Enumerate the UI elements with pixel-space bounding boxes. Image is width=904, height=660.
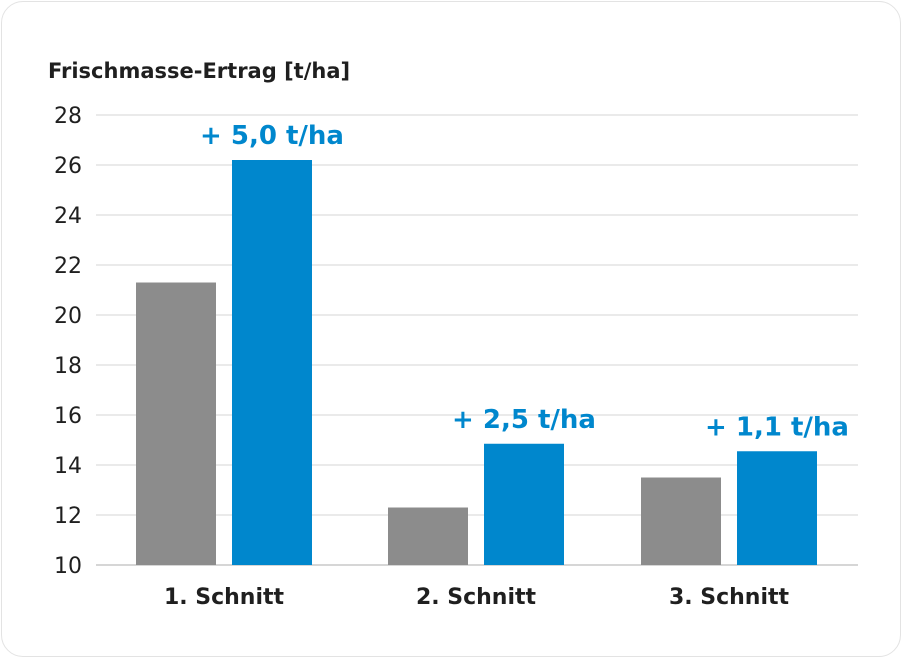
- bar-series2-3: [737, 451, 817, 565]
- gridlines: [96, 114, 858, 566]
- y-tick-label: 10: [54, 554, 82, 579]
- difference-label-1: + 5,0 t/ha: [200, 121, 344, 151]
- y-tick-label: 22: [54, 254, 82, 279]
- difference-annotations: + 5,0 t/ha + 2,5 t/ha + 1,1 t/ha: [200, 121, 849, 442]
- y-tick-label: 28: [54, 104, 82, 129]
- y-tick-label: 26: [54, 154, 82, 179]
- y-tick-label: 18: [54, 354, 82, 379]
- bar-series1-2: [388, 507, 468, 565]
- bar-series1-1: [136, 282, 216, 565]
- category-label-3: 3. Schnitt: [669, 585, 790, 610]
- bar-series1-3: [641, 477, 721, 565]
- category-label-1: 1. Schnitt: [164, 585, 285, 610]
- y-tick-label: 16: [54, 404, 82, 429]
- bar-series2-2: [484, 443, 564, 565]
- x-axis-categories: 1. Schnitt 2. Schnitt 3. Schnitt: [164, 585, 790, 610]
- bars: [136, 160, 817, 565]
- y-tick-label: 24: [54, 204, 82, 229]
- difference-label-3: + 1,1 t/ha: [705, 412, 849, 442]
- y-axis-ticks: 10 12 14 16 18 20 22 24 26 28: [54, 104, 82, 579]
- y-axis-label: Frischmasse-Ertrag [t/ha]: [48, 59, 350, 83]
- y-tick-label: 20: [54, 304, 82, 329]
- y-tick-label: 12: [54, 504, 82, 529]
- category-label-2: 2. Schnitt: [416, 585, 537, 610]
- bar-series2-1: [232, 160, 312, 565]
- y-tick-label: 14: [54, 454, 82, 479]
- difference-label-2: + 2,5 t/ha: [452, 405, 596, 435]
